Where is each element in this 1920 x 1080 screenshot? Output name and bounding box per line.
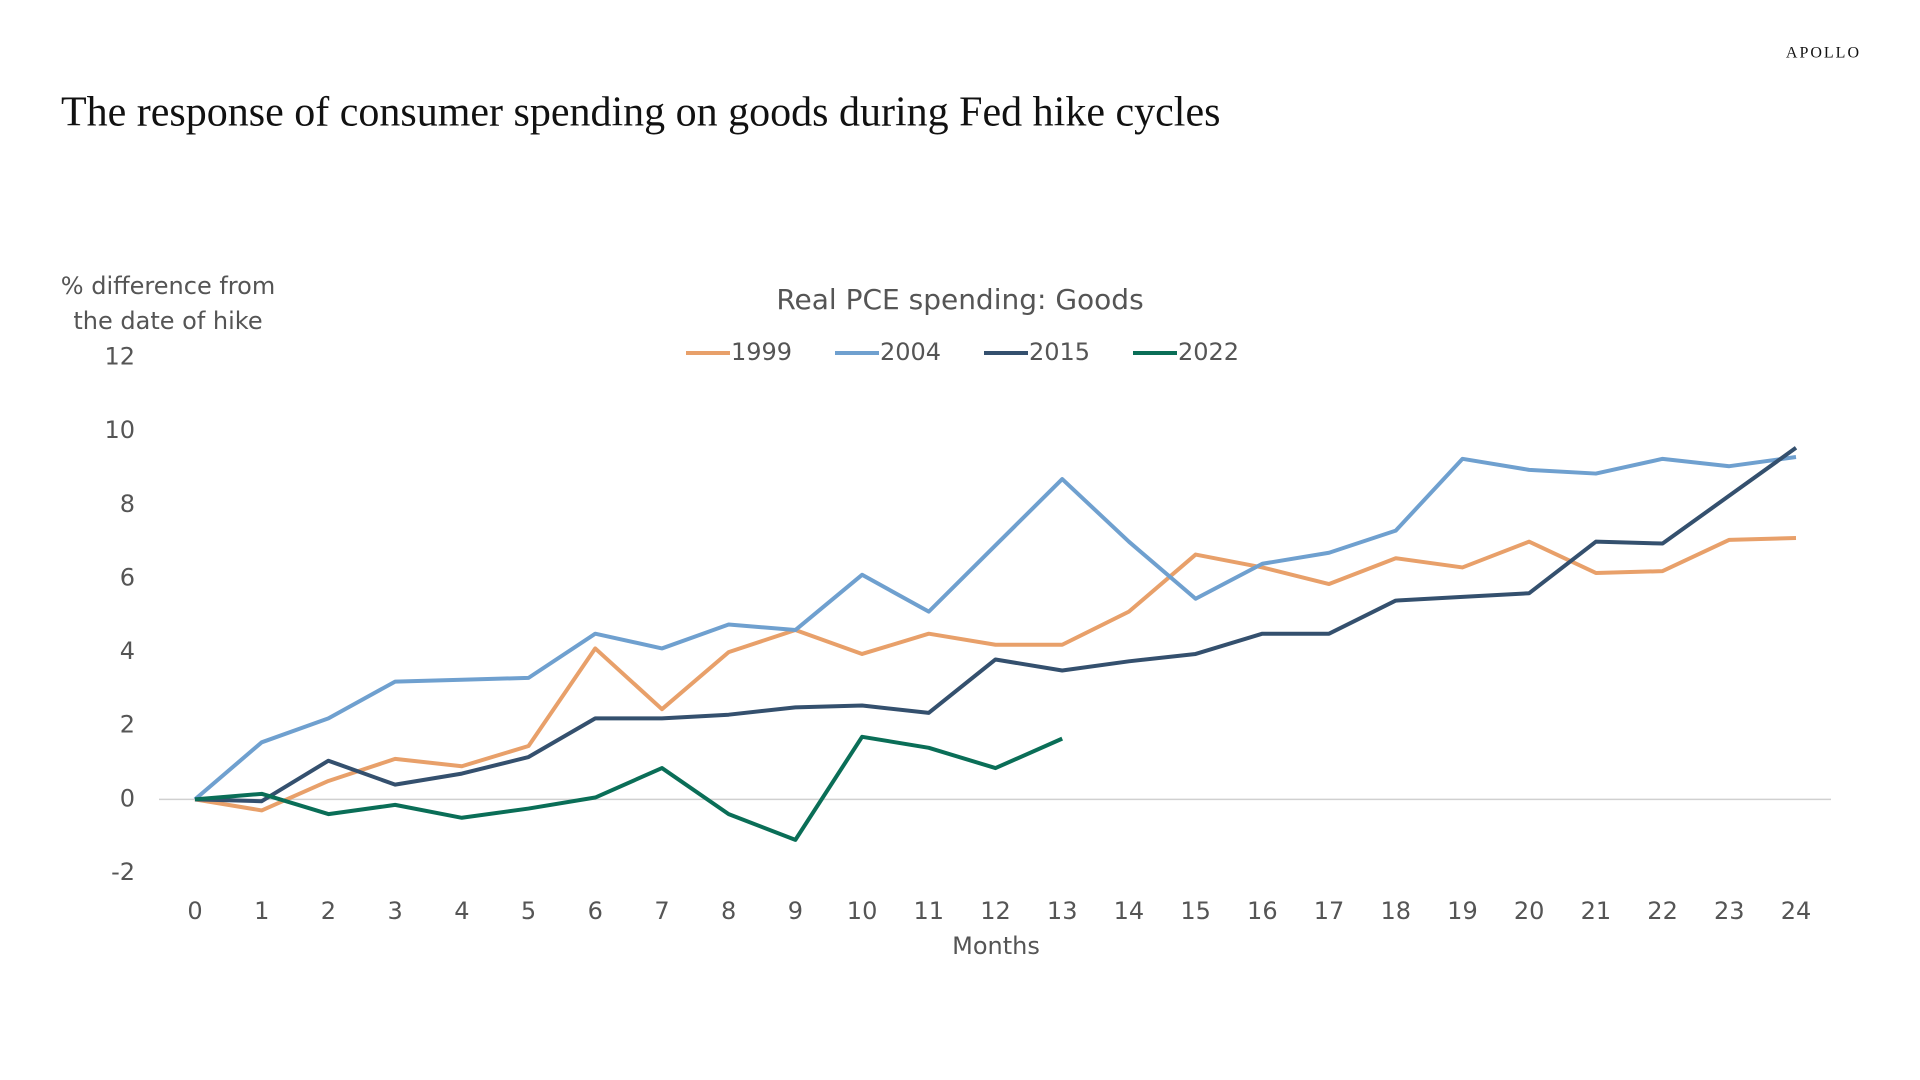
x-tick-label: 2 xyxy=(321,897,336,925)
x-tick-label: 18 xyxy=(1380,897,1411,925)
y-axis-label: the date of hike xyxy=(73,307,262,335)
legend-label: 1999 xyxy=(731,338,792,366)
y-tick-label: -2 xyxy=(111,858,135,886)
x-tick-label: 4 xyxy=(454,897,469,925)
x-tick-label: 21 xyxy=(1581,897,1612,925)
x-tick-label: 1 xyxy=(254,897,269,925)
x-tick-label: 17 xyxy=(1314,897,1345,925)
x-tick-label: 15 xyxy=(1180,897,1211,925)
y-axis-label: % difference from xyxy=(61,272,275,300)
x-tick-label: 8 xyxy=(721,897,736,925)
x-tick-label: 22 xyxy=(1647,897,1678,925)
y-tick-label: 8 xyxy=(120,490,135,518)
x-tick-label: 13 xyxy=(1047,897,1078,925)
y-tick-label: 12 xyxy=(104,343,135,371)
series-line xyxy=(194,446,1798,804)
x-tick-label: 23 xyxy=(1714,897,1745,925)
page-title: The response of consumer spending on goo… xyxy=(61,90,1220,136)
legend-label: 2022 xyxy=(1178,338,1239,366)
y-tick-label: 4 xyxy=(120,637,135,665)
y-tick-label: 2 xyxy=(120,711,135,739)
x-tick-label: 19 xyxy=(1447,897,1478,925)
x-tick-label: 7 xyxy=(654,897,669,925)
x-tick-label: 6 xyxy=(588,897,603,925)
series-line xyxy=(194,734,1064,842)
x-tick-label: 11 xyxy=(914,897,945,925)
y-tick-label: 6 xyxy=(120,563,135,591)
legend-label: 2004 xyxy=(880,338,941,366)
series-line xyxy=(193,455,1797,801)
x-tick-label: 24 xyxy=(1781,897,1812,925)
x-tick-label: 16 xyxy=(1247,897,1278,925)
x-axis-label: Months xyxy=(952,932,1040,960)
brand: APOLLO xyxy=(1786,45,1861,62)
y-tick-label: 10 xyxy=(104,416,135,444)
legend-label: 2015 xyxy=(1029,338,1090,366)
x-tick-label: 9 xyxy=(788,897,803,925)
y-tick-label: 0 xyxy=(120,784,135,812)
x-tick-label: 5 xyxy=(521,897,536,925)
x-tick-label: 20 xyxy=(1514,897,1545,925)
series-line xyxy=(194,535,1797,813)
chart-title: Real PCE spending: Goods xyxy=(776,283,1143,316)
x-tick-label: 14 xyxy=(1114,897,1145,925)
x-tick-label: 12 xyxy=(980,897,1011,925)
x-tick-label: 10 xyxy=(847,897,878,925)
x-tick-label: 3 xyxy=(387,897,402,925)
x-tick-label: 0 xyxy=(187,897,202,925)
